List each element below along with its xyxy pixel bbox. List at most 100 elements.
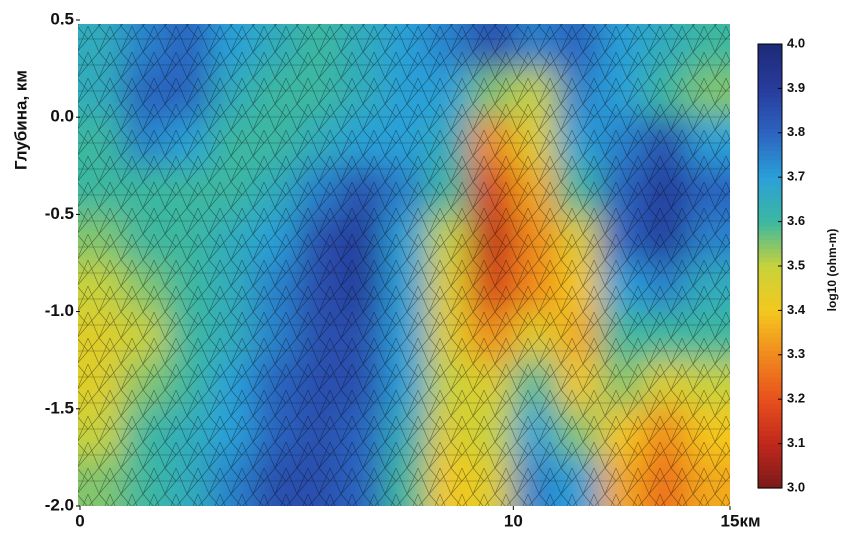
colorbar-swatch [758,461,782,467]
colorbar-swatch [758,172,782,178]
y-tick-label: 0.0 [50,107,74,126]
colorbar-tick-label: 3.7 [787,169,805,184]
colorbar-swatch [758,226,782,232]
colorbar-swatch [758,203,782,209]
colorbar-swatch [758,128,782,134]
colorbar-swatch [758,106,782,112]
colorbar-swatch [758,314,782,320]
colorbar-label: log10 (ohm-m) [825,229,839,312]
colorbar-swatch [758,319,782,325]
colorbar-swatch [758,332,782,338]
colorbar-swatch [758,337,782,343]
colorbar-swatch [758,448,782,454]
colorbar-swatch [758,434,782,440]
colorbar-swatch [758,61,782,67]
colorbar-swatch [758,399,782,405]
colorbar-swatch [758,354,782,360]
colorbar-swatch [758,168,782,174]
colorbar-swatch [758,430,782,436]
colorbar-swatch [758,234,782,240]
colorbar-swatch [758,221,782,227]
x-tick-label: 0 [75,511,84,530]
colorbar-swatch [758,243,782,249]
colorbar-swatch [758,359,782,365]
colorbar-swatch [758,403,782,409]
colorbar-swatch [758,248,782,254]
colorbar-swatch [758,474,782,480]
colorbar-swatch [758,101,782,107]
x-unit: км [739,511,760,530]
colorbar-tick-label: 3.3 [787,346,805,361]
colorbar-swatch [758,97,782,103]
colorbar-swatch [758,279,782,285]
colorbar-swatch [758,465,782,471]
y-tick-label: -1.5 [45,398,74,417]
colorbar-swatch [758,146,782,152]
colorbar-swatch [758,385,782,391]
colorbar-swatch [758,310,782,316]
colorbar-swatch [758,177,782,183]
colorbar-swatch [758,408,782,414]
surface [78,20,730,24]
colorbar-swatch [758,443,782,449]
colorbar-swatch [758,363,782,369]
colorbar-swatch [758,412,782,418]
y-axis-label: Глубина, км [11,70,30,170]
colorbar-swatch [758,292,782,298]
colorbar-tick-label: 3.6 [787,213,805,228]
colorbar-tick-label: 3.8 [787,124,805,139]
colorbar-swatch [758,194,782,200]
colorbar-swatch [758,452,782,458]
colorbar-swatch [758,390,782,396]
colorbar-swatch [758,301,782,307]
colorbar-swatch [758,159,782,165]
colorbar-swatch [758,119,782,125]
colorbar-swatch [758,421,782,427]
y-tick-label: 0.5 [50,9,74,28]
colorbar-swatch [758,199,782,205]
colorbar-swatch [758,70,782,76]
colorbar-swatch [758,345,782,351]
colorbar-swatch [758,274,782,280]
colorbar-swatch [758,137,782,143]
colorbar-swatch [758,150,782,156]
colorbar-swatch [758,470,782,476]
colorbar-tick-label: 3.2 [787,391,805,406]
colorbar-swatch [758,416,782,422]
colorbar-swatch [758,88,782,94]
colorbar-swatch [758,123,782,129]
colorbar-swatch [758,190,782,196]
colorbar-swatch [758,155,782,161]
colorbar-swatch [758,44,782,50]
colorbar-tick-label: 3.4 [787,302,806,317]
colorbar-swatch [758,297,782,303]
colorbar-swatch [758,208,782,214]
colorbar-swatch [758,323,782,329]
colorbar-swatch [758,212,782,218]
colorbar-swatch [758,479,782,485]
colorbar: 3.0 3.1 3.2 3.3 3.4 3.5 3.6 3.7 3.8 3.9 4.0 [757,35,806,494]
colorbar-swatch [758,305,782,311]
colorbar-swatch [758,381,782,387]
colorbar-swatch [758,239,782,245]
colorbar-swatch [758,394,782,400]
colorbar-swatch [758,483,782,489]
colorbar-swatch [758,163,782,169]
colorbar-swatch [758,288,782,294]
colorbar-swatch [758,230,782,236]
y-tick-label: -0.5 [45,204,74,223]
colorbar-tick-label: 3.1 [787,435,805,450]
y-tick-label: -2.0 [45,495,74,514]
mesh [78,20,730,506]
colorbar-swatch [758,48,782,54]
colorbar-swatch [758,439,782,445]
colorbar-swatch [758,257,782,263]
colorbar-swatch [758,328,782,334]
colorbar-tick-label: 4.0 [787,35,805,50]
colorbar-swatch [758,368,782,374]
x-tick-label: 15 [721,511,740,530]
colorbar-swatch [758,377,782,383]
colorbar-swatch [758,92,782,98]
x-tick-label: 10 [504,511,523,530]
